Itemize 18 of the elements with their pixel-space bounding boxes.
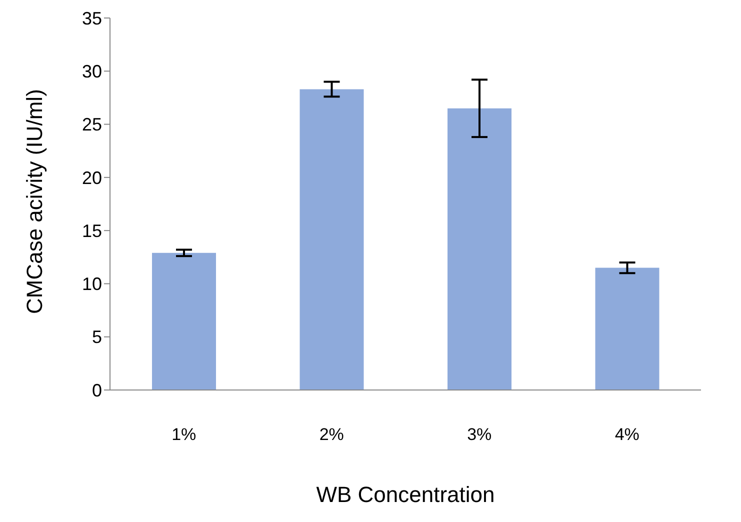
y-tick-label: 30 (82, 62, 102, 82)
y-tick-label: 15 (82, 220, 102, 241)
bar (448, 108, 512, 390)
y-axis-title: CMCase acivity (IU/ml) (22, 89, 47, 314)
y-tick-label: 20 (82, 168, 102, 188)
y-tick-label: 35 (82, 8, 102, 28)
y-tick-label: 5 (92, 327, 102, 348)
x-tick-label: 1% (172, 425, 196, 444)
x-tick-label: 3% (467, 425, 492, 444)
y-tick-label: 25 (82, 114, 102, 135)
bar (595, 268, 660, 390)
x-tick-label: 4% (614, 425, 640, 444)
bar (300, 89, 364, 390)
y-tick-label: 10 (82, 274, 102, 294)
x-tick-label: 2% (319, 425, 344, 444)
x-axis-title: WB Concentration (316, 482, 495, 507)
bar (152, 252, 216, 390)
y-tick-label: 0 (92, 380, 102, 400)
